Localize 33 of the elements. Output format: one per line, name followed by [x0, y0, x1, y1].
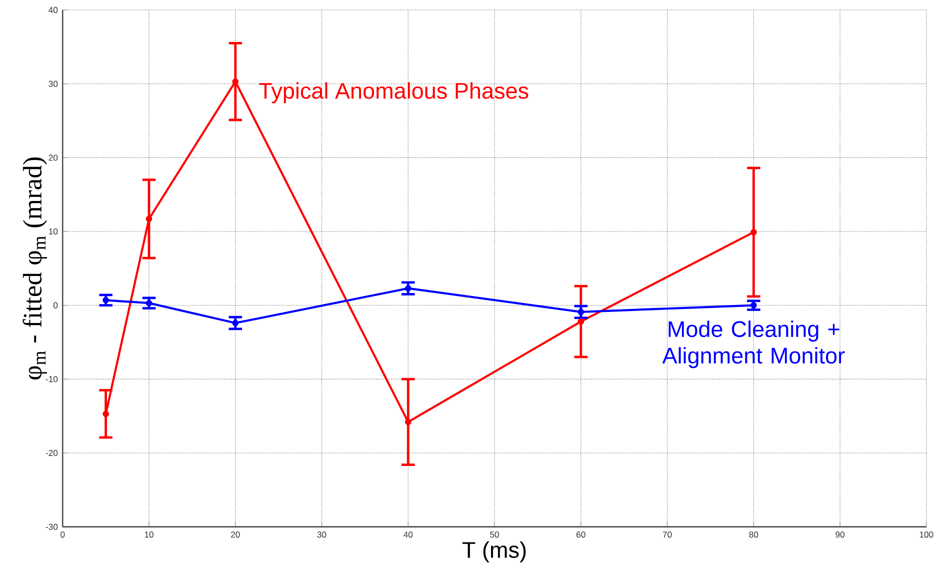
x-tick-label: 20 — [231, 532, 240, 538]
point — [750, 229, 757, 236]
point — [578, 318, 584, 325]
x-tick-label: 10 — [144, 532, 154, 538]
y-tick-label: 0 — [53, 302, 58, 309]
point — [102, 410, 109, 418]
series-label: Typical Anomalous Phases — [259, 82, 528, 104]
series-label: Mode Cleaning + Alignment Monitor — [662, 320, 845, 368]
x-axis-title: T (ms) — [462, 542, 526, 563]
point — [404, 419, 412, 426]
x-tick-label: 100 — [920, 532, 934, 538]
point — [232, 320, 239, 326]
point — [146, 300, 152, 306]
x-tick-label: 50 — [490, 532, 499, 538]
y-tick-label: 30 — [48, 80, 58, 88]
x-tick-label: 0 — [60, 532, 65, 538]
y-tick-label: -10 — [46, 376, 58, 382]
x-tick-label: 30 — [317, 532, 326, 538]
y-tick-label: 40 — [48, 7, 58, 14]
x-tick-label: 80 — [749, 532, 758, 538]
y-tick-label: -30 — [46, 524, 58, 530]
x-tick-label: 90 — [836, 532, 844, 538]
x-tick-label: 70 — [662, 532, 672, 538]
y-tick-label: -20 — [46, 450, 58, 456]
x-tick-label: 40 — [404, 532, 413, 538]
point — [146, 216, 152, 222]
x-tick-label: 60 — [576, 532, 586, 538]
y-tick-label: 20 — [48, 154, 58, 161]
point — [578, 308, 584, 316]
point — [404, 285, 412, 292]
point — [232, 78, 239, 85]
y-axis-title: φ$_{m}$ - fitted φ$_{m}$ (mrad) — [22, 158, 47, 380]
y-tick-label: 10 — [49, 228, 58, 235]
